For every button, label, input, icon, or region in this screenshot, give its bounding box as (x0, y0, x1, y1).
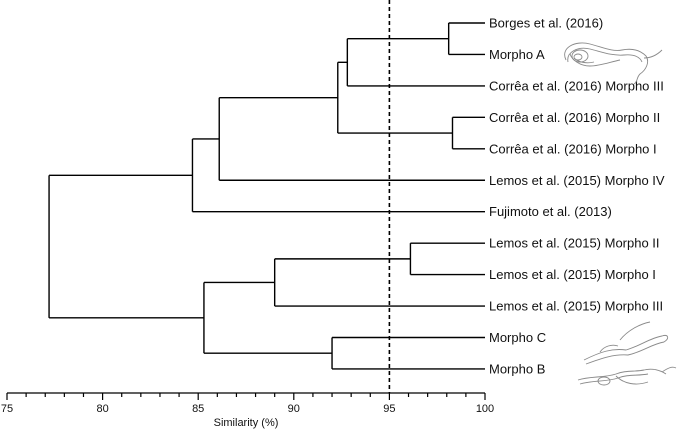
leaf-label: Corrêa et al. (2016) Morpho I (489, 141, 657, 156)
x-axis-title: Similarity (%) (214, 417, 279, 429)
trypanosome-sketch-morpho-b-c (577, 321, 677, 386)
x-tick-label: 75 (1, 403, 13, 415)
tree-branches (48, 22, 485, 370)
trypanosome-sketch-morpho-a (564, 42, 663, 85)
x-tick-label: 95 (383, 403, 395, 415)
x-axis: 75 80 85 90 95 100 Similarity (%) (1, 392, 494, 429)
x-tick-label: 100 (476, 403, 494, 415)
leaf-label: Morpho C (489, 330, 546, 345)
x-tick-label: 80 (96, 403, 108, 415)
leaf-label: Borges et al. (2016) (489, 16, 603, 31)
leaf-label: Lemos et al. (2015) Morpho I (489, 267, 656, 282)
leaf-label: Corrêa et al. (2016) Morpho III (489, 78, 664, 93)
leaf-label: Corrêa et al. (2016) Morpho II (489, 110, 660, 125)
leaf-label: Lemos et al. (2015) Morpho III (489, 299, 663, 314)
leaf-label: Morpho A (489, 47, 545, 62)
leaf-labels: Borges et al. (2016) Morpho A Corrêa et al… (489, 16, 665, 377)
x-tick-label: 85 (192, 403, 204, 415)
leaf-label: Lemos et al. (2015) Morpho IV (489, 173, 665, 188)
leaf-label: Morpho B (489, 361, 545, 376)
leaf-label: Lemos et al. (2015) Morpho II (489, 236, 660, 251)
leaf-label: Fujimoto et al. (2013) (489, 204, 612, 219)
x-tick-label: 90 (288, 403, 300, 415)
